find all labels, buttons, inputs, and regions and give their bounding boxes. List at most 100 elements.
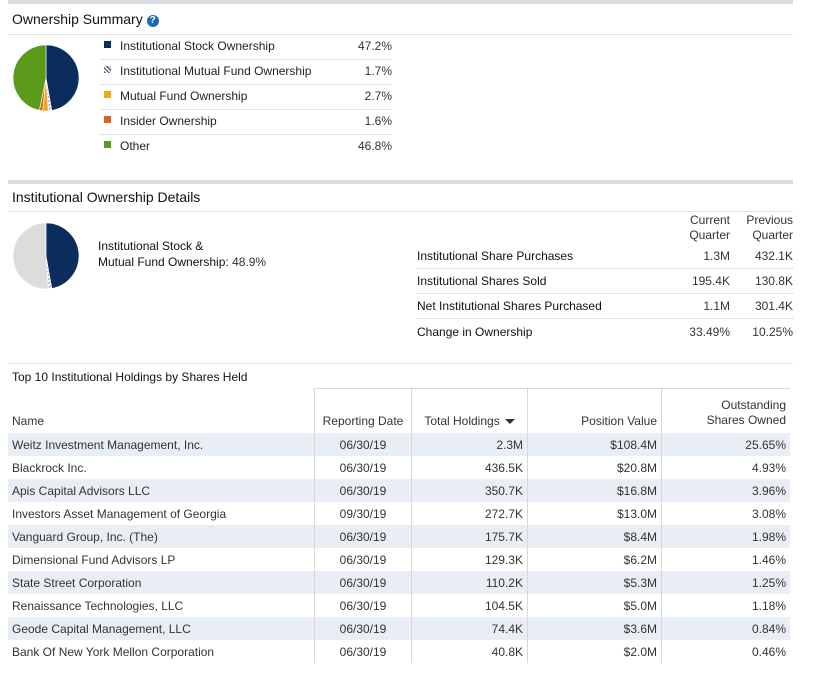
position-value: $6.2M — [527, 548, 662, 571]
legend-value: 1.7% — [364, 64, 392, 78]
col-total-holdings-header[interactable]: Total Holdings — [411, 388, 528, 433]
legend-row: Other 46.8% — [100, 134, 392, 159]
holder-name: State Street Corporation — [8, 571, 315, 594]
pie-slice-remainder — [12, 222, 49, 290]
pie-value: 48.9% — [232, 255, 267, 269]
total-holdings: 272.7K — [411, 502, 528, 525]
table-row: Vanguard Group, Inc. (The) 06/30/19 175.7K… — [8, 525, 790, 548]
legend-label: Institutional Stock Ownership — [120, 39, 275, 53]
holder-name: Weitz Investment Management, Inc. — [8, 433, 315, 456]
position-value: $16.8M — [527, 479, 662, 502]
position-value: $5.0M — [527, 594, 662, 617]
outstanding-pct: 0.46% — [751, 644, 786, 659]
table-row: Bank Of New York Mellon Corporation 06/30… — [8, 640, 790, 663]
reporting-date: 06/30/19 — [314, 456, 412, 479]
holder-name: Dimensional Fund Advisors LP — [8, 548, 315, 571]
reporting-date: 09/30/19 — [314, 502, 412, 525]
reporting-date: 06/30/19 — [314, 640, 412, 663]
legend-swatch — [104, 91, 111, 98]
holder-name: Blackrock Inc. — [8, 456, 315, 479]
reporting-date: 06/30/19 — [314, 479, 412, 502]
table-row: Apis Capital Advisors LLC 06/30/19 350.7K $… — [8, 479, 790, 502]
reporting-date: 06/30/19 — [314, 548, 412, 571]
total-holdings: 436.5K — [411, 456, 528, 479]
institutional-pie-label: Institutional Stock & Mutual Fund Owners… — [98, 238, 266, 270]
total-holdings: 175.7K — [411, 525, 528, 548]
pie-label-line1: Institutional Stock & — [98, 239, 204, 253]
legend-value: 1.6% — [364, 114, 392, 128]
legend-swatch — [104, 41, 111, 48]
col-outstanding-header[interactable]: Outstanding Shares Owned — [661, 388, 790, 433]
reporting-date: 06/30/19 — [314, 525, 412, 548]
pie-slice-institutional-stock — [45, 222, 80, 289]
reporting-date: 06/30/19 — [314, 617, 412, 640]
legend-swatch — [104, 141, 111, 148]
outstanding-pct: 0.84% — [661, 617, 790, 640]
legend-swatch — [104, 116, 111, 123]
holder-name: Investors Asset Management of Georgia — [8, 502, 315, 525]
sort-desc-icon — [504, 419, 515, 424]
details-row: Change in Ownership 33.49% 10.25% — [417, 325, 793, 339]
summary-divider — [8, 34, 793, 35]
legend-value: 2.7% — [364, 89, 392, 103]
outstanding-pct: 1.98% — [661, 525, 790, 548]
pie-slice-other — [12, 44, 47, 111]
position-value: $13.0M — [527, 502, 662, 525]
legend-label: Mutual Fund Ownership — [120, 89, 248, 103]
holdings-table: Name Reporting Date Total Holdings Posit… — [8, 388, 790, 663]
outstanding-pct: 3.96% — [661, 479, 790, 502]
help-icon[interactable]: ? — [146, 15, 159, 27]
table-row: State Street Corporation 06/30/19 110.2K $5… — [8, 571, 790, 594]
table-row: Investors Asset Management of Georgia 09/… — [8, 502, 790, 525]
reporting-date: 06/30/19 — [314, 433, 412, 456]
position-value: $3.6M — [527, 617, 662, 640]
summary-title: Ownership Summary? — [12, 11, 159, 27]
total-holdings: 2.3M — [411, 433, 528, 456]
reporting-date: 06/30/19 — [314, 594, 412, 617]
details-row: Institutional Shares Sold 195.4K 130.8K — [416, 268, 793, 294]
position-value: $2.0M — [527, 640, 662, 663]
col-date-header[interactable]: Reporting Date — [314, 388, 412, 433]
pie-label-line2: Mutual Fund Ownership: — [98, 255, 229, 269]
table-row: Dimensional Fund Advisors LP 06/30/19 129.… — [8, 548, 790, 571]
outstanding-pct: 4.93% — [751, 460, 786, 475]
details-row: Institutional Share Purchases 1.3M 432.1K — [416, 243, 793, 269]
col-name-header[interactable]: Name — [8, 388, 315, 433]
reporting-date: 06/30/19 — [314, 571, 412, 594]
legend-row: Institutional Stock Ownership 47.2% — [100, 34, 392, 60]
holdings-divider — [8, 363, 793, 364]
institutional-pie-chart — [12, 222, 80, 290]
details-top-bar — [8, 180, 793, 184]
legend-label: Other — [120, 139, 151, 153]
total-holdings: 110.2K — [411, 571, 528, 594]
details-row: Net Institutional Shares Purchased 1.1M 30… — [416, 293, 793, 319]
holder-name: Apis Capital Advisors LLC — [8, 479, 315, 502]
outstanding-pct: 1.46% — [751, 552, 786, 567]
legend-value: 46.8% — [357, 139, 392, 153]
holder-name: Bank Of New York Mellon Corporation — [8, 640, 315, 663]
holdings-title: Top 10 Institutional Holdings by Shares … — [12, 370, 248, 384]
holder-name: Vanguard Group, Inc. (The) — [8, 525, 315, 548]
position-value: $20.8M — [527, 456, 662, 479]
legend-label: Institutional Mutual Fund Ownership — [120, 64, 312, 78]
table-row: Blackrock Inc. 06/30/19 436.5K $20.8M 4.93% — [8, 456, 790, 479]
outstanding-pct: 25.65% — [661, 433, 790, 456]
pie-slice-institutional-stock — [45, 44, 80, 111]
legend-row: Insider Ownership 1.6% — [100, 109, 392, 135]
outstanding-pct: 3.08% — [751, 506, 786, 521]
total-holdings: 104.5K — [411, 594, 528, 617]
holder-name: Geode Capital Management, LLC — [8, 617, 315, 640]
table-row: Renaissance Technologies, LLC 06/30/19 104… — [8, 594, 790, 617]
outstanding-pct: 1.18% — [751, 598, 786, 613]
position-value: $5.3M — [527, 571, 662, 594]
current-quarter-header: Current Quarter — [689, 213, 730, 242]
details-divider — [8, 211, 793, 212]
col-position-value-header[interactable]: Position Value — [527, 388, 662, 433]
total-holdings: 40.8K — [411, 640, 528, 663]
legend-row: Institutional Mutual Fund Ownership 1.7% — [100, 59, 392, 85]
previous-quarter-header: Previous Quarter — [746, 213, 793, 242]
position-value: $108.4M — [527, 433, 662, 456]
summary-top-bar — [8, 0, 793, 4]
outstanding-pct: 1.25% — [661, 571, 790, 594]
table-row: Geode Capital Management, LLC 06/30/19 74.… — [8, 617, 790, 640]
